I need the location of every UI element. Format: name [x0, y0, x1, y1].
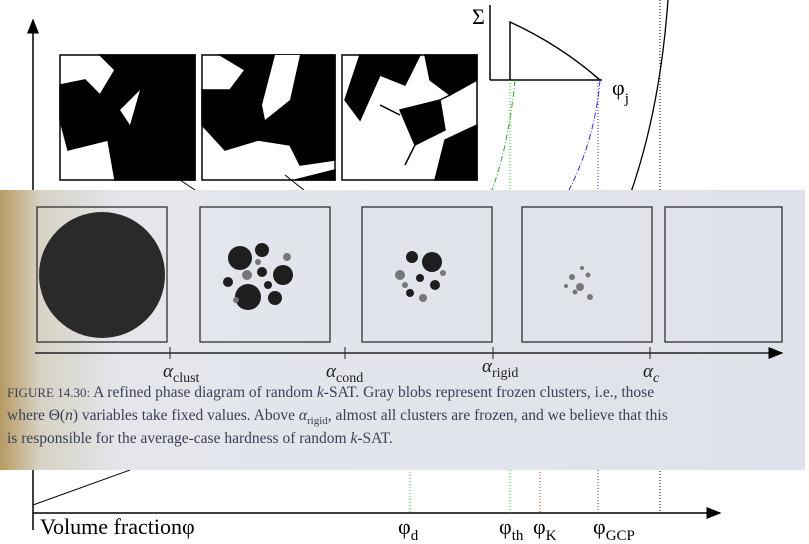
configurations	[60, 55, 477, 180]
inset-curve	[510, 22, 600, 80]
phi-j-label: φj	[612, 75, 629, 107]
dashdot-curve	[490, 80, 515, 195]
caption-line: FIGURE 14.30: A refined phase diagram of…	[7, 384, 654, 401]
x-axis-label: Volume fractionφ	[40, 514, 195, 539]
caption-line: is responsible for the average-case hard…	[7, 430, 393, 447]
marker-label: φGCP	[593, 514, 635, 544]
photo	[0, 190, 805, 470]
curve	[33, 470, 130, 505]
marker-label: φK	[533, 514, 557, 544]
page: Σ φj αclust αcond αrigid αc FIGURE 14.30…	[0, 0, 809, 544]
dashdot-curve	[568, 80, 600, 192]
marker-label: φth	[499, 514, 524, 544]
marker-label: φd	[398, 514, 419, 544]
curve	[630, 0, 668, 195]
sigma-label: Σ	[472, 4, 485, 29]
